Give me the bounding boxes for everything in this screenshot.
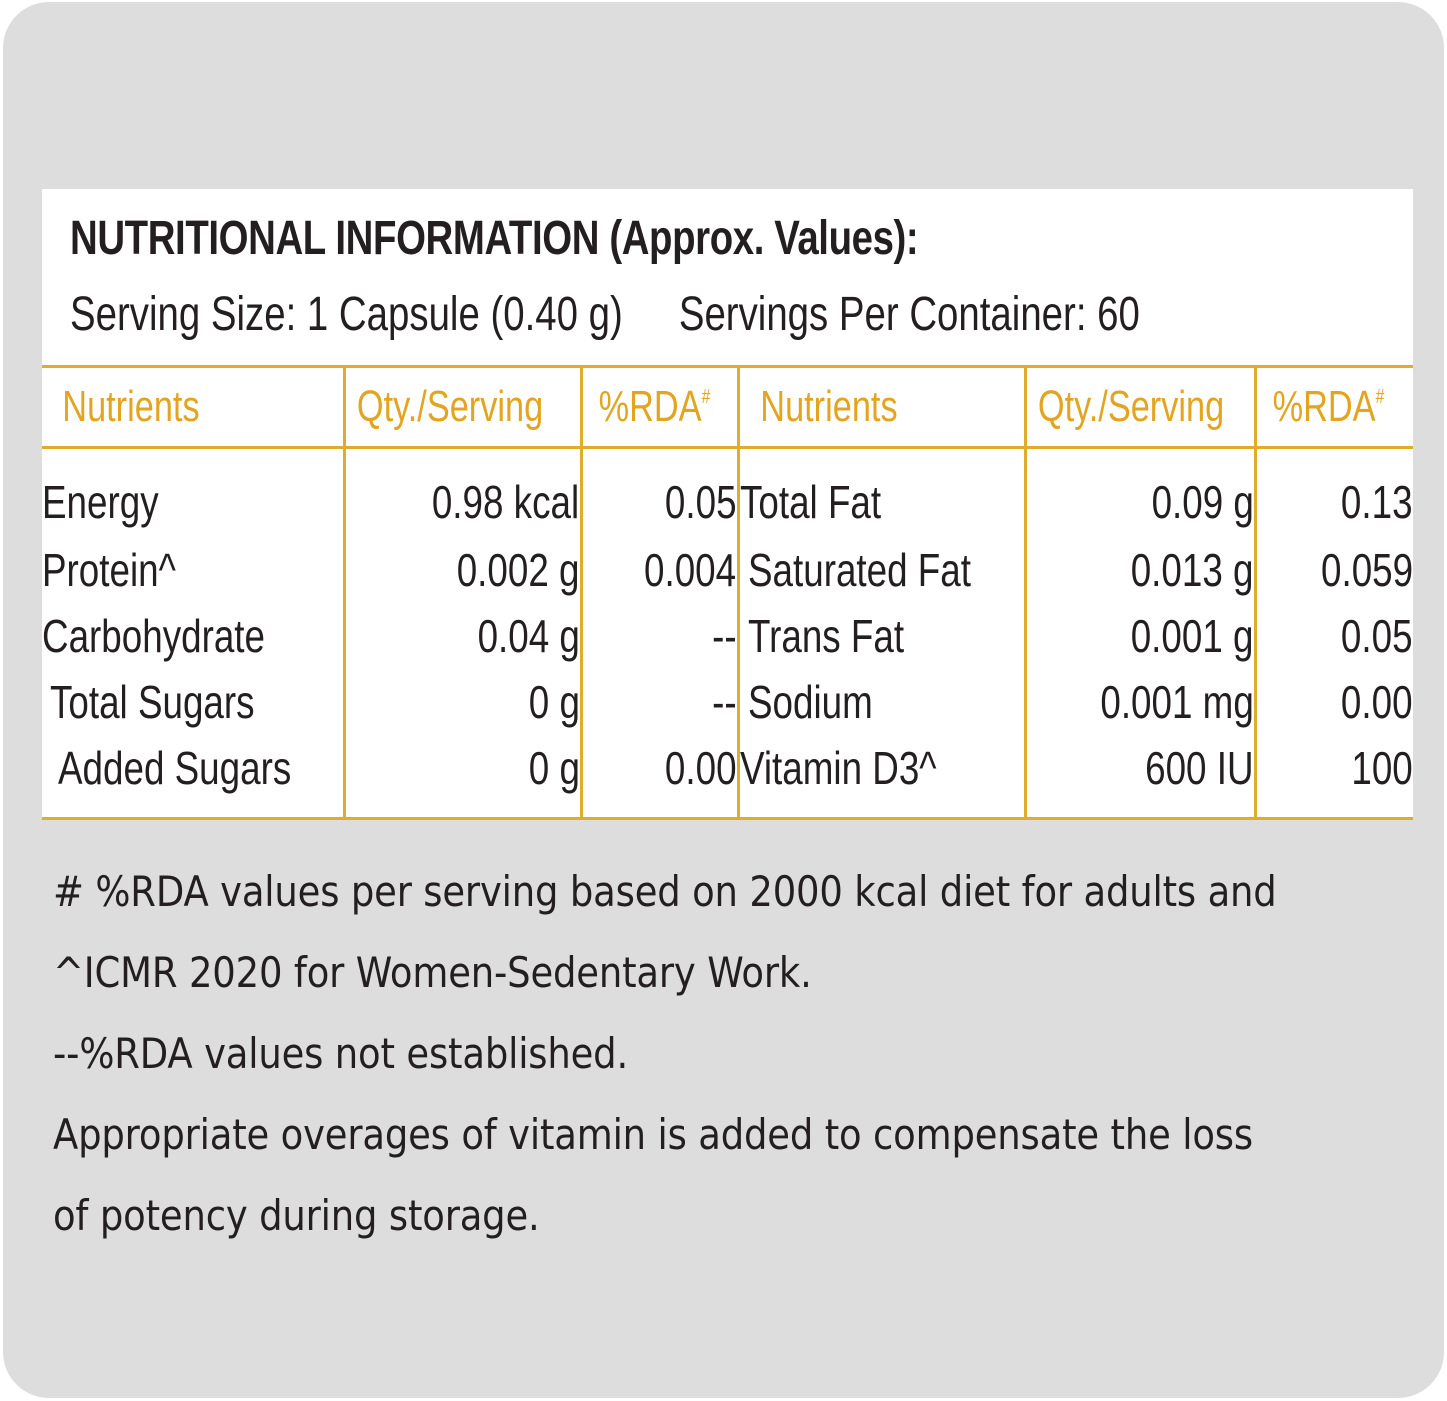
nutrient-rda: 0.059 <box>1253 537 1413 603</box>
nutrient-rda: 0.00 <box>579 735 740 820</box>
footnote-line: Appropriate overages of vitamin is added… <box>53 1110 1253 1159</box>
footnote-line: # %RDA values per serving based on 2000 … <box>53 867 1277 916</box>
nutrient-name: Trans Fat <box>736 603 1027 669</box>
servings-per-container: Servings Per Container: 60 <box>678 288 1140 341</box>
nutrient-name: Vitamin D3^ <box>736 735 1027 820</box>
header-rda-right: %RDA# <box>1253 365 1413 449</box>
nutrient-name: Total Sugars <box>42 669 346 735</box>
header-qty-left: Qty./Serving <box>342 365 583 449</box>
nutrient-qty: 0 g <box>342 735 583 820</box>
nutrient-qty: 0.04 g <box>342 603 583 669</box>
nutrient-name: Saturated Fat <box>736 537 1027 603</box>
nutrition-title: NUTRITIONAL INFORMATION (Approx. Values)… <box>70 212 919 265</box>
nutrient-qty: 0.09 g <box>1023 447 1257 537</box>
footnote-line: of potency during storage. <box>53 1191 540 1240</box>
nutrient-rda: -- <box>579 603 740 669</box>
header-nutrients-right: Nutrients <box>736 365 1027 449</box>
nutrition-panel: NUTRITIONAL INFORMATION (Approx. Values)… <box>42 189 1413 820</box>
nutrient-name: Sodium <box>736 669 1027 735</box>
label-card: NUTRITIONAL INFORMATION (Approx. Values)… <box>3 2 1444 1398</box>
nutrient-name: Protein^ <box>42 537 346 603</box>
table-header-row: Nutrients Qty./Serving %RDA# Nutrients Q… <box>42 365 1413 449</box>
footnote-line: ^ICMR 2020 for Women-Sedentary Work. <box>53 948 812 997</box>
nutrient-name: Total Fat <box>736 447 1027 537</box>
nutrient-rda: 0.13 <box>1253 447 1413 537</box>
nutrient-rda: 0.00 <box>1253 669 1413 735</box>
serving-size: Serving Size: 1 Capsule (0.40 g) <box>70 288 623 341</box>
nutrient-qty: 0.002 g <box>342 537 583 603</box>
nutrient-qty: 0.001 mg <box>1023 669 1257 735</box>
table-row: Added Sugars 0 g 0.00 Vitamin D3^ 600 IU… <box>42 735 1413 820</box>
nutrient-rda: 0.05 <box>1253 603 1413 669</box>
table-row: Protein^ 0.002 g 0.004 Saturated Fat 0.0… <box>42 537 1413 603</box>
footnote-line: --%RDA values not established. <box>53 1029 629 1078</box>
table-row: Energy 0.98 kcal 0.05 Total Fat 0.09 g 0… <box>42 447 1413 537</box>
nutrient-qty: 0 g <box>342 669 583 735</box>
nutrient-qty: 0.98 kcal <box>342 447 583 537</box>
nutrient-name: Added Sugars <box>42 735 346 820</box>
nutrient-rda: -- <box>579 669 740 735</box>
nutrient-qty: 0.001 g <box>1023 603 1257 669</box>
nutrient-name: Energy <box>42 447 346 537</box>
serving-info: Serving Size: 1 Capsule (0.40 g) Servings… <box>70 287 1140 342</box>
nutrient-rda: 0.004 <box>579 537 740 603</box>
table-row: Total Sugars 0 g -- Sodium 0.001 mg 0.00 <box>42 669 1413 735</box>
rda-footnote-mark: # <box>1375 386 1384 408</box>
nutrient-qty: 600 IU <box>1023 735 1257 820</box>
rda-footnote-mark: # <box>701 386 710 408</box>
nutrition-table: Nutrients Qty./Serving %RDA# Nutrients Q… <box>42 365 1413 820</box>
header-qty-right: Qty./Serving <box>1023 365 1257 449</box>
table-row: Carbohydrate 0.04 g -- Trans Fat 0.001 g… <box>42 603 1413 669</box>
header-rda-left: %RDA# <box>579 365 740 449</box>
nutrient-name: Carbohydrate <box>42 603 346 669</box>
nutrient-rda: 100 <box>1253 735 1413 820</box>
footnotes: # %RDA values per serving based on 2000 … <box>53 860 1443 1265</box>
header-nutrients-left: Nutrients <box>42 365 346 449</box>
nutrient-qty: 0.013 g <box>1023 537 1257 603</box>
nutrient-rda: 0.05 <box>579 447 740 537</box>
